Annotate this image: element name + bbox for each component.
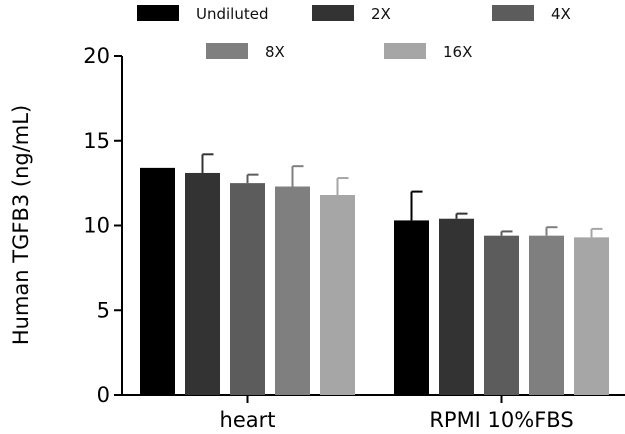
x-axis: heart RPMI 10%FBS xyxy=(122,394,625,432)
bar xyxy=(230,183,265,395)
legend-swatch xyxy=(384,43,426,59)
y-tick-label: 20 xyxy=(83,44,110,68)
bar xyxy=(140,167,175,395)
y-tick-label: 0 xyxy=(97,383,110,407)
legend-label: 2X xyxy=(371,5,391,23)
legend-label: 4X xyxy=(551,5,571,23)
y-tick-label: 10 xyxy=(83,214,110,238)
x-category-label: RPMI 10%FBS xyxy=(429,408,573,432)
legend-swatch xyxy=(206,43,248,59)
legend-swatch xyxy=(137,5,179,21)
bar xyxy=(439,218,474,395)
legend: Undiluted 2X 4X 8X 16X xyxy=(137,5,571,61)
y-tick-label: 15 xyxy=(83,129,110,153)
legend-label: Undiluted xyxy=(196,5,268,23)
bar xyxy=(320,194,355,395)
y-axis: 0 5 10 15 20 xyxy=(83,44,123,407)
bar xyxy=(394,220,429,395)
legend-swatch xyxy=(492,5,534,21)
bars xyxy=(140,153,609,395)
legend-swatch xyxy=(312,5,354,21)
y-tick-label: 5 xyxy=(97,298,110,322)
bar xyxy=(529,235,564,395)
x-category-label: heart xyxy=(220,408,276,432)
legend-label: 8X xyxy=(265,43,285,61)
bar xyxy=(275,186,310,395)
bar xyxy=(484,235,519,395)
y-axis-title: Human TGFB3 (ng/mL) xyxy=(9,105,33,345)
bar xyxy=(185,172,220,395)
legend-label: 16X xyxy=(443,43,472,61)
bar xyxy=(574,237,609,395)
